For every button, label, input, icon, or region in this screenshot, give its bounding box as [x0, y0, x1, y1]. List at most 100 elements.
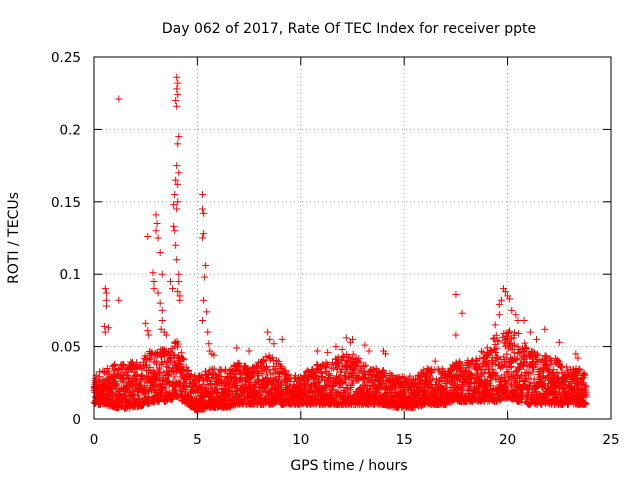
data-point	[459, 389, 467, 397]
data-point	[368, 378, 376, 386]
data-point	[284, 381, 292, 389]
data-point	[174, 198, 182, 206]
data-point	[502, 336, 510, 344]
data-point	[452, 290, 460, 298]
data-point	[520, 376, 528, 384]
data-point	[492, 349, 500, 357]
data-point	[555, 358, 563, 366]
data-point	[515, 330, 523, 338]
data-point	[493, 344, 501, 352]
data-point	[505, 329, 513, 337]
data-point	[115, 95, 123, 103]
data-point	[492, 331, 500, 339]
data-point	[482, 376, 490, 384]
data-point	[428, 367, 436, 375]
data-point	[525, 374, 533, 382]
data-point	[291, 372, 299, 380]
data-point	[260, 357, 268, 365]
data-point	[173, 102, 181, 110]
data-point	[515, 365, 523, 373]
data-point	[468, 371, 476, 379]
data-point	[472, 356, 480, 364]
data-point	[180, 356, 188, 364]
data-point	[161, 358, 169, 366]
data-point	[169, 285, 177, 293]
x-tick-label: 25	[602, 432, 619, 448]
data-point	[349, 335, 356, 343]
data-point	[401, 387, 409, 395]
data-point	[160, 376, 168, 384]
data-point	[580, 369, 588, 377]
data-point	[378, 384, 386, 392]
data-point	[111, 365, 119, 373]
data-point	[173, 73, 181, 81]
data-point	[201, 273, 209, 281]
grid-lines	[94, 57, 611, 419]
data-point	[564, 366, 572, 374]
data-point	[517, 361, 525, 369]
data-point	[382, 350, 390, 358]
data-point	[164, 372, 172, 380]
data-point	[166, 358, 174, 366]
data-point	[514, 317, 522, 325]
data-point	[522, 343, 530, 351]
data-point	[128, 390, 136, 398]
y-tick-label: 0.2	[60, 122, 81, 138]
data-point	[199, 234, 207, 242]
data-point	[503, 350, 511, 358]
data-point	[503, 368, 511, 376]
data-point	[154, 234, 162, 242]
x-tick-label: 5	[193, 432, 202, 448]
data-point	[582, 392, 590, 400]
data-point	[324, 361, 332, 369]
data-point	[424, 385, 432, 393]
data-point	[553, 357, 561, 365]
data-point	[103, 365, 111, 373]
data-point	[342, 334, 350, 342]
data-point	[520, 317, 528, 325]
data-point	[542, 353, 550, 361]
data-point	[115, 296, 123, 304]
data-point	[334, 388, 342, 396]
data-point	[157, 325, 165, 333]
data-point	[507, 363, 515, 371]
chart-title: Day 062 of 2017, Rate Of TEC Index for r…	[162, 21, 536, 37]
data-point	[579, 380, 587, 388]
data-point	[492, 397, 500, 405]
data-point	[541, 352, 549, 360]
data-point	[233, 344, 241, 352]
data-point	[172, 241, 180, 249]
data-point	[236, 367, 244, 375]
data-point	[278, 335, 286, 343]
data-point	[493, 372, 501, 380]
data-point	[506, 376, 514, 384]
data-point	[452, 331, 460, 339]
data-point	[158, 306, 166, 314]
data-point	[323, 362, 331, 370]
data-point	[497, 296, 505, 304]
data-point	[173, 205, 181, 213]
y-tick-label: 0.1	[60, 267, 81, 283]
data-point	[282, 366, 290, 374]
data-point	[275, 373, 283, 381]
data-point	[175, 270, 183, 278]
data-point	[174, 140, 182, 148]
x-tick-label: 15	[396, 432, 413, 448]
data-point	[200, 209, 208, 217]
data-point	[158, 317, 166, 325]
data-point	[322, 359, 330, 367]
data-point	[199, 191, 207, 199]
data-point	[145, 356, 153, 364]
data-point	[489, 365, 497, 373]
data-point	[144, 233, 152, 241]
data-point	[453, 384, 461, 392]
data-point	[231, 371, 239, 379]
data-point	[332, 343, 340, 351]
data-point	[491, 321, 499, 329]
data-point	[270, 340, 278, 348]
data-point	[563, 363, 571, 371]
data-point	[101, 285, 109, 293]
data-point	[531, 389, 539, 397]
data-point	[337, 384, 345, 392]
